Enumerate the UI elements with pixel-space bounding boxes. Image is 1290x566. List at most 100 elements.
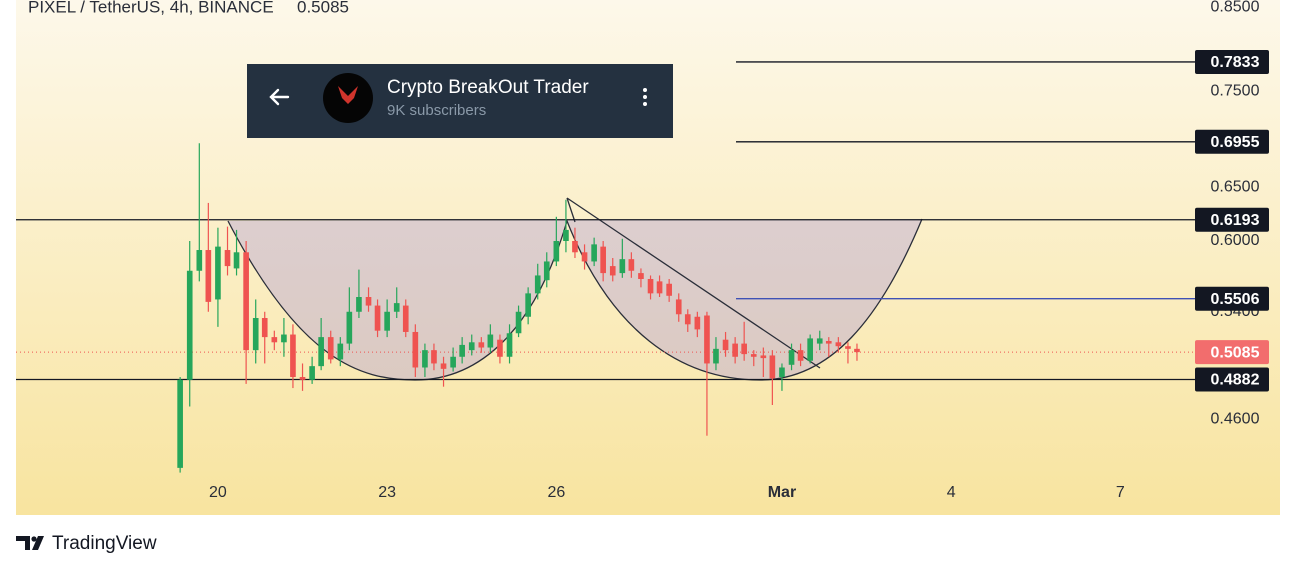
level-label: 0.6193 [1211,212,1260,229]
candle-body [497,339,503,357]
candle-body [299,377,306,380]
candle-body [750,354,757,357]
y-tick-label: 0.6000 [1211,232,1260,249]
menu-dot[interactable] [643,88,647,92]
candle-body [835,342,842,347]
level-label-box [1195,49,1269,74]
candle-body [450,356,456,368]
y-tick-label: 0.7500 [1211,82,1260,99]
candle-body [487,334,494,348]
last-price-label: 0.5085 [1211,344,1260,361]
level-label-box [1195,286,1269,311]
candle-body [356,297,362,312]
candle-body [816,338,823,344]
level-label: 0.6955 [1211,134,1260,151]
x-tick-label: 4 [947,484,956,501]
candle-body [402,305,409,332]
menu-dot[interactable] [643,102,647,106]
candle-body [779,367,785,378]
candle-body [422,350,428,368]
x-tick-label: 20 [209,484,227,501]
footer: TradingView [16,533,157,554]
candle-body [713,348,719,364]
level-label: 0.5506 [1211,291,1260,308]
menu-dot[interactable] [643,95,647,99]
brand-logo-dot [31,536,37,542]
candle-body [788,350,795,365]
candle-body [243,252,249,351]
candle-body [468,342,475,351]
brand-name: TradingView [52,533,157,554]
candle-body [543,261,550,281]
candle-body [365,297,372,306]
candle-body [619,259,626,274]
candle-body [478,342,485,348]
candle-body [609,266,616,276]
candle-body [515,311,522,334]
candle-body [825,340,832,344]
x-tick-label: Mar [768,484,796,501]
candle-body [177,379,183,468]
candle-body [600,246,606,274]
candle-body [704,315,710,364]
channel-subtitle: 9K subscribers [387,102,486,119]
y-tick-label: 0.4600 [1211,411,1260,428]
candle-body [205,250,212,302]
candle-body [196,250,203,271]
brand-logo [16,536,44,550]
candle-body [431,350,437,364]
candle-body [261,318,268,338]
candle-body [459,344,465,357]
candle-body [666,283,672,296]
back-arrow[interactable] [269,88,290,106]
channel-title[interactable]: Crypto BreakOut Trader [387,77,589,98]
levels [16,61,1195,381]
candle-body [572,241,578,253]
candle-body [318,337,324,367]
candle-body [694,316,701,330]
trendline [566,197,821,369]
x-tick-label: 26 [547,484,565,501]
candle-body [563,229,569,242]
candle-body [337,343,344,360]
candle-body [506,333,513,357]
candle-body [534,275,541,294]
card-background [247,64,673,138]
level-label: 0.4882 [1211,372,1260,389]
cup-curve [227,218,923,381]
level-label-box [1195,367,1269,392]
symbol-title: PIXEL / TetherUS, 4h, BINANCE [28,0,274,16]
last-price-box [1195,340,1269,365]
candle-body [760,355,767,359]
level-label-box [1195,207,1269,232]
candle-body [233,252,240,269]
candle-body [309,366,315,380]
avatar-logo [338,86,358,104]
candle-body [215,246,221,300]
candle-body [281,334,287,343]
level-label: 0.7833 [1211,54,1260,71]
cup-fill [228,219,922,380]
candle-body [224,250,231,267]
candle-body [412,331,419,368]
candle-body [628,259,635,271]
candle-body [440,363,447,369]
x-tick-label: 23 [378,484,396,501]
candle-body [741,343,747,355]
candle-body [769,355,776,379]
candle-body [374,305,381,331]
candle-body [854,348,860,353]
candle-body [186,270,193,380]
candle-body [797,350,804,361]
y-tick-label: 0.8500 [1211,0,1260,15]
candle-body [732,343,738,357]
candle-body [591,244,597,262]
candle-body [722,339,729,351]
candle-body [656,281,663,294]
candle-body [252,318,259,351]
candle-body [638,273,644,279]
candle-body [845,346,851,349]
